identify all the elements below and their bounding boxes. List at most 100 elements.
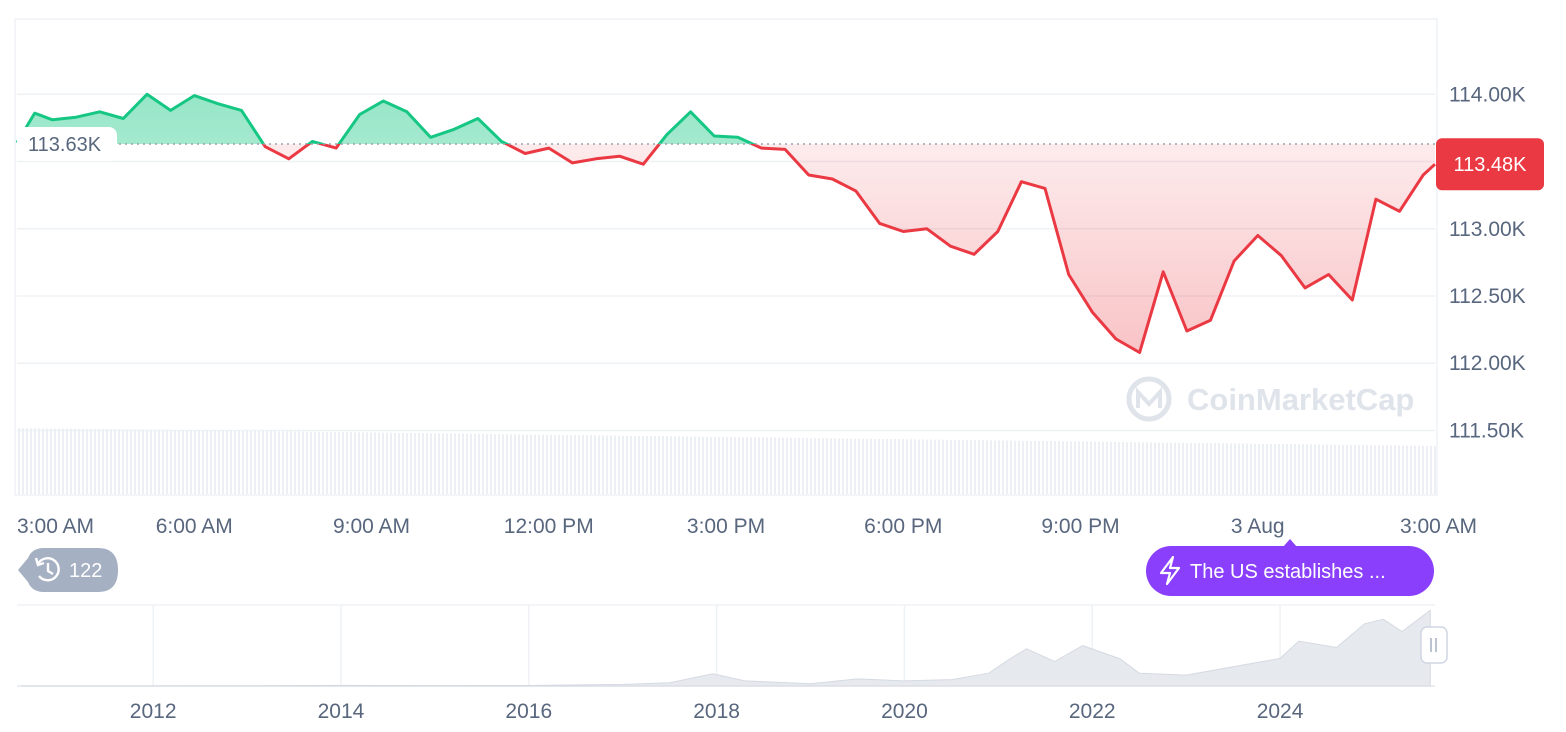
volume-bar (482, 433, 484, 494)
volume-bar (454, 433, 456, 494)
volume-bar (1122, 442, 1124, 494)
volume-bar (1062, 441, 1064, 494)
volume-bar (510, 434, 512, 494)
volume-bar (350, 432, 352, 494)
volume-bar (910, 439, 912, 494)
volume-bar (370, 432, 372, 494)
volume-bar (738, 437, 740, 494)
volume-bar (646, 435, 648, 494)
coinmarketcap-logo (1126, 376, 1172, 422)
volume-bar (1294, 444, 1296, 494)
baseline-value: 113.63K (28, 134, 102, 156)
volume-bar (1050, 441, 1052, 494)
volume-bar (742, 437, 744, 494)
volume-bar (434, 433, 436, 494)
volume-bar (542, 434, 544, 494)
volume-bar (806, 438, 808, 494)
volume-bar (498, 434, 500, 494)
range-handle[interactable] (1420, 626, 1448, 664)
x-tick-label: 12:00 PM (504, 515, 594, 538)
volume-bar (894, 439, 896, 494)
y-axis-ticks: 111.50K 112.00K 112.50K 113.00K 114.00K (1449, 83, 1526, 442)
price-line-up (15, 92, 757, 145)
volume-bar (722, 436, 724, 494)
x-tick-label: 3:00 PM (687, 515, 765, 538)
volume-bar (1258, 443, 1260, 494)
volume-bar (386, 432, 388, 494)
volume-bar (634, 435, 636, 494)
volume-bar (822, 438, 824, 494)
area-above-baseline (17, 94, 753, 145)
volume-bar (258, 431, 260, 494)
volume-bar (446, 433, 448, 494)
volume-bar (886, 439, 888, 494)
volume-bar (758, 437, 760, 494)
volume-bar (734, 437, 736, 494)
volume-bar (1018, 440, 1020, 494)
volume-bar (1418, 445, 1420, 494)
volume-bar (306, 431, 308, 494)
volume-bar (1430, 445, 1432, 494)
volume-bar (1194, 442, 1196, 494)
volume-bar (1422, 445, 1424, 494)
volume-bar (550, 434, 552, 494)
volume-bar (514, 434, 516, 494)
volume-bar (486, 433, 488, 494)
volume-bar (874, 438, 876, 494)
volume-bar (930, 439, 932, 494)
volume-bar (1334, 444, 1336, 494)
volume-bar (946, 439, 948, 494)
volume-bar (678, 436, 680, 494)
volume-bar (74, 428, 76, 494)
volume-bar (1226, 443, 1228, 494)
volume-bar (802, 437, 804, 494)
volume-bar (1250, 443, 1252, 494)
volume-bar (274, 431, 276, 494)
y-tick-label: 114.00K (1449, 83, 1526, 106)
range-x-tick-label: 2024 (1257, 700, 1304, 723)
x-tick-label: 6:00 AM (156, 515, 233, 538)
volume-bar (518, 434, 520, 494)
volume-bar (882, 438, 884, 494)
volume-bar (1354, 444, 1356, 494)
volume-bar (82, 428, 84, 494)
volume-bar (1166, 442, 1168, 494)
volume-bar (702, 436, 704, 494)
current-price-badge: 113.48K (1436, 138, 1544, 191)
volume-bar (1342, 444, 1344, 494)
range-navigator-area (21, 609, 1431, 687)
volume-bar (474, 433, 476, 494)
volume-bar (314, 431, 316, 494)
volume-bar (270, 431, 272, 494)
volume-bar (686, 436, 688, 494)
volume-bar (710, 436, 712, 494)
volume-bar (1114, 441, 1116, 494)
volume-bar (974, 440, 976, 494)
volume-bar (970, 440, 972, 494)
volume-bar (106, 429, 108, 494)
volume-bar (658, 436, 660, 494)
volume-bar (994, 440, 996, 494)
volume-bar (606, 435, 608, 494)
volume-bar (390, 432, 392, 494)
volume-bar (394, 432, 396, 494)
history-badge[interactable]: 122 (18, 548, 118, 592)
volume-bar (842, 438, 844, 494)
volume-bar (1322, 444, 1324, 494)
volume-bar (762, 437, 764, 494)
volume-bar (410, 432, 412, 494)
volume-bar (1406, 445, 1408, 494)
volume-bar (422, 433, 424, 494)
news-badge[interactable]: The US establishes ... (1146, 539, 1434, 596)
volume-bar (694, 436, 696, 494)
volume-bar (338, 432, 340, 494)
volume-bar (134, 429, 136, 494)
volume-bar (226, 430, 228, 494)
volume-bar (310, 431, 312, 494)
volume-bar (174, 429, 176, 494)
volume-bar (34, 428, 36, 494)
volume-bar (626, 435, 628, 494)
volume-bar (214, 430, 216, 494)
volume-bar (922, 439, 924, 494)
range-x-tick-label: 2018 (693, 700, 740, 723)
